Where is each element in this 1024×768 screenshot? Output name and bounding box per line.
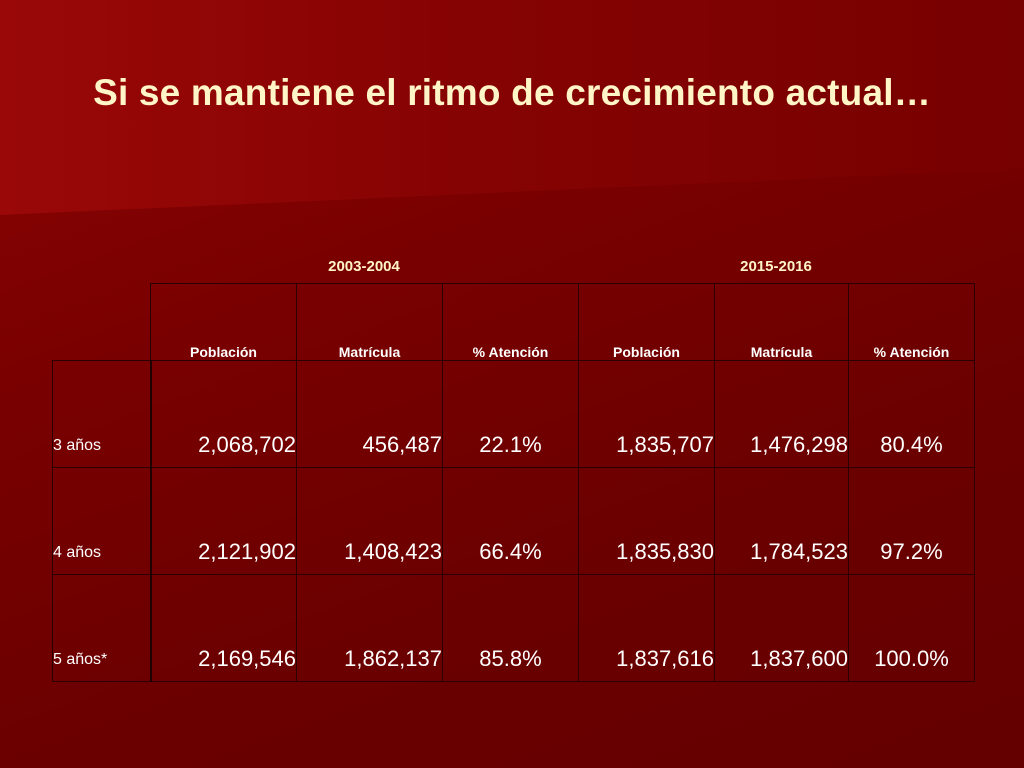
table-cell: 1,784,523 [714, 467, 849, 575]
table-cell: 1,835,707 [578, 360, 715, 468]
table-cell: 1,476,298 [714, 360, 849, 468]
table-cell: 1,408,423 [296, 467, 443, 575]
table-cell: 2,068,702 [149, 360, 297, 468]
table-cell: 1,835,830 [578, 467, 715, 575]
table-cell: 1,862,137 [296, 574, 443, 682]
table-cell: 456,487 [296, 360, 443, 468]
data-table: Población Matrícula % Atención Población… [52, 283, 975, 682]
period-label-2015: 2015-2016 [740, 258, 812, 275]
period-label-2003: 2003-2004 [328, 258, 400, 275]
column-header: % Atención [848, 283, 975, 361]
table-header-row: Población Matrícula % Atención Población… [52, 283, 975, 361]
column-header: Matrícula [714, 283, 849, 361]
column-header: % Atención [442, 283, 579, 361]
slide-title: Si se mantiene el ritmo de crecimiento a… [93, 72, 931, 113]
table-cell: 1,837,616 [578, 574, 715, 682]
table-cell: 100.0% [848, 574, 975, 682]
table-cell: 66.4% [442, 467, 579, 575]
table-row: 3 años 2,068,702 456,487 22.1% 1,835,707… [52, 360, 975, 468]
row-label: 5 años* [52, 574, 151, 682]
table-cell: 22.1% [442, 360, 579, 468]
table-row: 5 años* 2,169,546 1,862,137 85.8% 1,837,… [52, 574, 975, 682]
table-cell: 97.2% [848, 467, 975, 575]
table-row: 4 años 2,121,902 1,408,423 66.4% 1,835,8… [52, 467, 975, 575]
table-cell: 2,169,546 [149, 574, 297, 682]
column-header: Población [150, 283, 297, 361]
row-label: 4 años [52, 467, 151, 575]
table-cell: 2,121,902 [149, 467, 297, 575]
row-label: 3 años [52, 360, 151, 468]
table-cell: 1,837,600 [714, 574, 849, 682]
header-blank-cell [52, 283, 151, 361]
table-cell: 85.8% [442, 574, 579, 682]
column-header: Matrícula [296, 283, 443, 361]
table-cell: 80.4% [848, 360, 975, 468]
column-header: Población [578, 283, 715, 361]
